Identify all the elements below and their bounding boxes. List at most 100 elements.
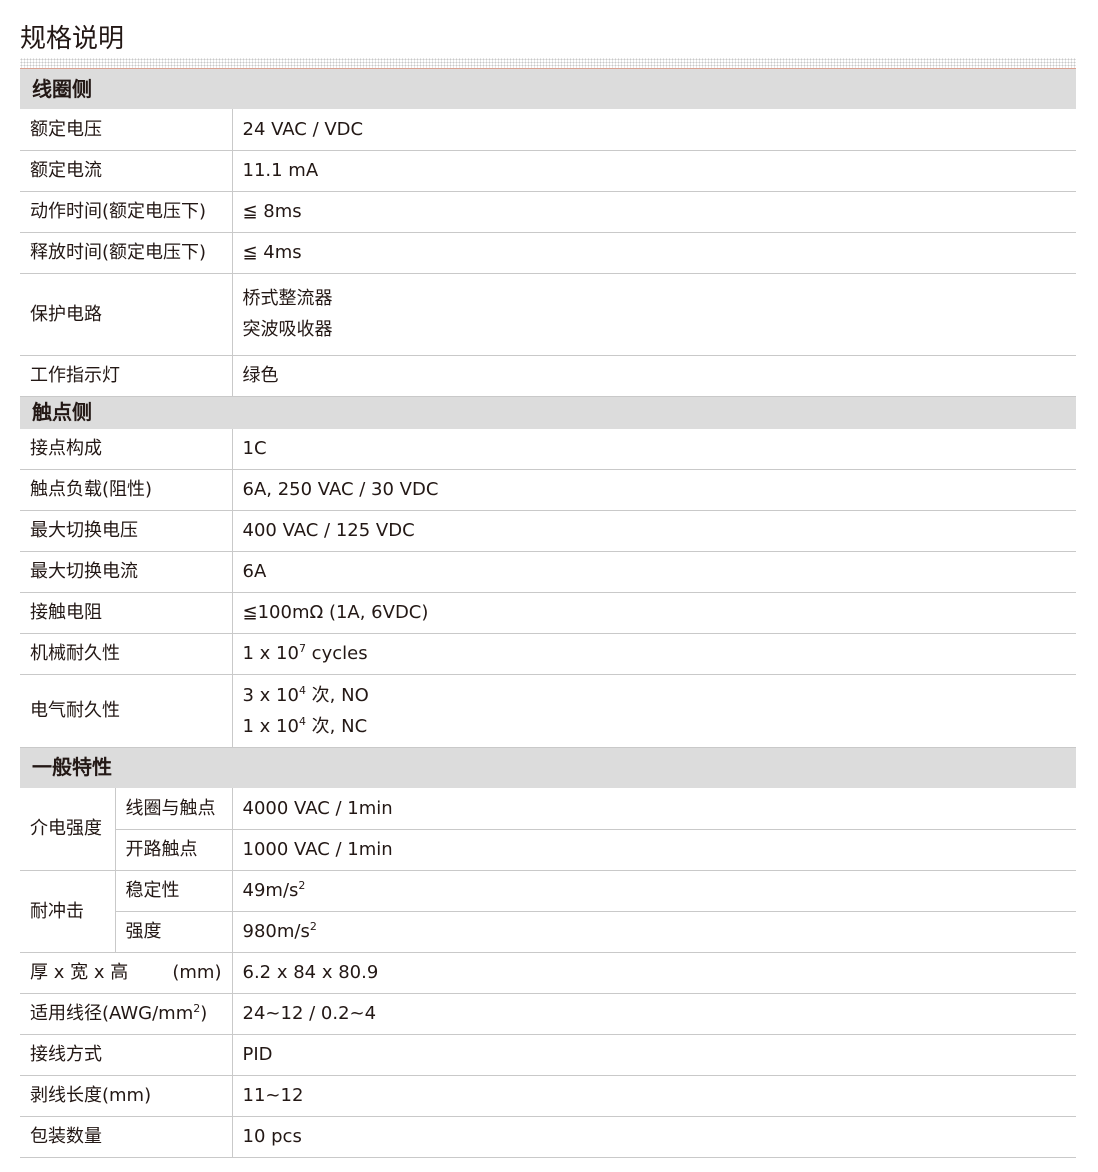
row-value: 1000 VAC / 1min (232, 829, 1076, 871)
row-label: 耐冲击 (20, 870, 116, 953)
row-label: 介电强度 (20, 788, 116, 871)
row-label: 额定电流 (20, 150, 233, 192)
row-label: 电气耐久性 (20, 674, 233, 748)
table-row: 触点负载(阻性) 6A, 250 VAC / 30 VDC (20, 469, 1076, 511)
row-label: 剥线长度(mm) (20, 1075, 233, 1117)
sub-label: 强度 (115, 911, 233, 953)
exponent: 4 (298, 714, 306, 728)
row-value: ≦ 8ms (232, 191, 1076, 233)
divider-line (20, 68, 1076, 69)
table-row: 开路触点 1000 VAC / 1min (20, 829, 1076, 871)
table-row: 介电强度 线圈与触点 4000 VAC / 1min (20, 788, 1076, 871)
section-contact: 触点侧 (20, 396, 1076, 429)
table-row: 包装数量 10 pcs (20, 1116, 1076, 1158)
row-label: 接线方式 (20, 1034, 233, 1076)
row-label: 最大切换电流 (20, 551, 233, 593)
row-value: 400 VAC / 125 VDC (232, 510, 1076, 552)
table-row: 保护电路 桥式整流器突波吸收器 (20, 273, 1076, 356)
table-row: 厚 x 宽 x 高 (mm) 6.2 x 84 x 80.9 (20, 952, 1076, 994)
spec-table: 线圈侧 额定电压 24 VAC / VDC 额定电流 11.1 mA 动作时间(额定… (20, 69, 1076, 1158)
table-row: 接线方式 PID (20, 1034, 1076, 1076)
row-value: 桥式整流器突波吸收器 (232, 273, 1076, 356)
exponent: 2 (298, 879, 306, 892)
row-value: 绿色 (232, 355, 1076, 397)
row-label: 接点构成 (20, 429, 233, 470)
value-line: 突波吸收器 (242, 319, 333, 340)
table-row: 电气耐久性 3 x 104 次, NO 1 x 104 次, NC (20, 674, 1076, 748)
table-row: 机械耐久性 1 x 107 cycles (20, 633, 1076, 675)
value-text: 980m/s (242, 921, 310, 942)
row-label: 触点负载(阻性) (20, 469, 233, 511)
row-value: 4000 VAC / 1min (232, 788, 1076, 830)
sub-label: 开路触点 (115, 829, 233, 871)
value-text: 3 x 10 (242, 684, 299, 706)
section-heading: 线圈侧 (20, 69, 1076, 109)
value-line: 桥式整流器 (242, 288, 333, 309)
section-general: 一般特性 (20, 747, 1076, 788)
table-row: 最大切换电流 6A (20, 551, 1076, 593)
value-line: 3 x 104 次, NO (243, 680, 1067, 711)
row-value: ≦ 4ms (232, 232, 1076, 274)
row-label: 动作时间(额定电压下) (20, 191, 233, 233)
table-row: 工作指示灯 绿色 (20, 355, 1076, 397)
table-row: 动作时间(额定电压下) ≦ 8ms (20, 191, 1076, 233)
row-value: 1 x 107 cycles (232, 633, 1076, 675)
value-text: 1 x 10 (242, 643, 299, 664)
row-label: 释放时间(额定电压下) (20, 232, 233, 274)
row-label: 最大切换电压 (20, 510, 233, 552)
row-value: 6.2 x 84 x 80.9 (232, 952, 1076, 994)
row-label: 接触电阻 (20, 592, 233, 634)
value-text: 49m/s (242, 880, 299, 901)
table-row: 额定电流 11.1 mA (20, 150, 1076, 192)
table-row: 额定电压 24 VAC / VDC (20, 109, 1076, 151)
exponent: 2 (309, 920, 317, 933)
row-value: 6A (232, 551, 1076, 593)
row-value: 10 pcs (232, 1116, 1076, 1158)
exponent: 7 (298, 642, 306, 655)
table-row: 耐冲击 稳定性 49m/s2 (20, 870, 1076, 953)
row-value: 49m/s2 (232, 870, 1076, 912)
value-text: 次, NO (305, 684, 369, 706)
section-heading: 触点侧 (20, 396, 1076, 429)
label-text: ) (200, 1003, 208, 1024)
section-heading: 一般特性 (20, 747, 1076, 788)
row-label: 工作指示灯 (20, 355, 233, 397)
label-text: 适用线径(AWG/mm (30, 1003, 194, 1024)
row-value: 24 VAC / VDC (232, 109, 1076, 151)
row-label: 包装数量 (20, 1116, 233, 1158)
table-row: 剥线长度(mm) 11~12 (20, 1075, 1076, 1117)
page-title: 规格说明 (20, 24, 125, 54)
row-value: 11~12 (232, 1075, 1076, 1117)
sub-label: 线圈与触点 (115, 788, 233, 830)
row-label: 厚 x 宽 x 高 (mm) (20, 952, 233, 994)
table-row: 强度 980m/s2 (20, 911, 1076, 953)
section-coil: 线圈侧 (20, 69, 1076, 109)
row-label: 保护电路 (20, 273, 233, 356)
row-label: 额定电压 (20, 109, 233, 151)
table-row: 最大切换电压 400 VAC / 125 VDC (20, 510, 1076, 552)
table-row: 接点构成 1C (20, 429, 1076, 470)
sub-label: 稳定性 (115, 870, 233, 912)
row-value: 24~12 / 0.2~4 (232, 993, 1076, 1035)
table-row: 适用线径(AWG/mm2) 24~12 / 0.2~4 (20, 993, 1076, 1035)
value-text: 1 x 10 (242, 715, 299, 737)
dotted-divider (20, 58, 1076, 68)
value-text: cycles (305, 643, 368, 664)
value-text: 次, NC (305, 715, 368, 737)
exponent: 2 (193, 1002, 201, 1015)
row-value: 1C (232, 429, 1076, 470)
unit-text: (mm) (172, 962, 222, 983)
table-row: 释放时间(额定电压下) ≦ 4ms (20, 232, 1076, 274)
label-text: 厚 x 宽 x 高 (30, 962, 129, 983)
row-value: 980m/s2 (232, 911, 1076, 953)
table-row: 接触电阻 ≦100mΩ (1A, 6VDC) (20, 592, 1076, 634)
row-value: ≦100mΩ (1A, 6VDC) (232, 592, 1076, 634)
row-label: 适用线径(AWG/mm2) (20, 993, 233, 1035)
row-label: 机械耐久性 (20, 633, 233, 675)
row-value: 11.1 mA (232, 150, 1076, 192)
row-value: 6A, 250 VAC / 30 VDC (232, 469, 1076, 511)
row-value: PID (232, 1034, 1076, 1076)
value-line: 1 x 104 次, NC (243, 711, 1067, 742)
exponent: 4 (298, 683, 306, 697)
row-value: 3 x 104 次, NO 1 x 104 次, NC (232, 674, 1076, 748)
